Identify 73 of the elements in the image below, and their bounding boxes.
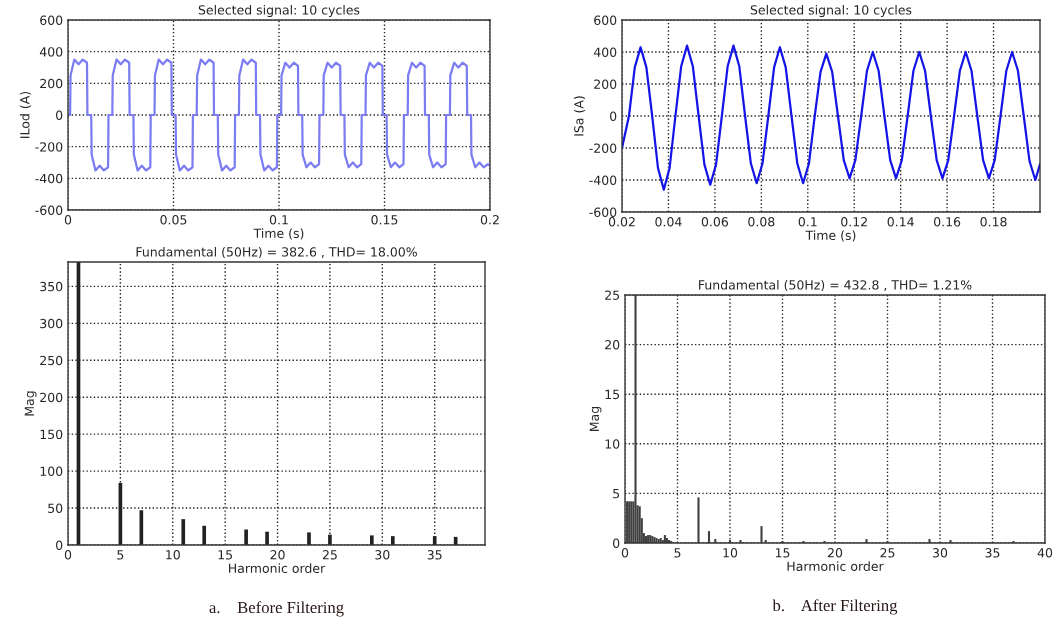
text: b. After Filtering bbox=[772, 599, 898, 615]
y-tick-label: 200 bbox=[40, 78, 63, 89]
y-tick-label: 600 bbox=[594, 15, 617, 25]
x-tick-label: 0.1 bbox=[269, 215, 288, 225]
y-tick-label: -400 bbox=[35, 173, 63, 184]
y-tick-label: 600 bbox=[40, 15, 63, 25]
x-tick-label: 0 bbox=[621, 548, 629, 558]
y-tick-label: 400 bbox=[593, 47, 617, 57]
x-tick-label: 0.2 bbox=[480, 215, 499, 225]
x-tick-label: 0.16 bbox=[934, 217, 961, 227]
y-tick-label: -400 bbox=[589, 175, 617, 185]
y-axis-title: ISa (A) bbox=[573, 96, 586, 136]
y-tick-label: 0 bbox=[610, 111, 617, 121]
x-tick-label: 20 bbox=[827, 548, 843, 558]
text: a. Before Filtering bbox=[209, 601, 344, 617]
x-axis-title: Time (s) bbox=[253, 228, 304, 240]
y-tick-label: -200 bbox=[589, 143, 617, 153]
x-tick-label: 25 bbox=[322, 550, 337, 560]
x-tick-label: 0.08 bbox=[748, 217, 775, 227]
y-tick-label: -600 bbox=[35, 205, 63, 215]
x-tick-label: 10 bbox=[166, 550, 180, 560]
x-axis-title: Harmonic order bbox=[229, 563, 326, 574]
y-tick-label: 100 bbox=[40, 466, 63, 477]
x-axis-title: Time (s) bbox=[805, 230, 856, 242]
x-tick-label: 0.14 bbox=[887, 217, 914, 227]
y-tick-label: 5 bbox=[613, 489, 620, 499]
y-tick-label: 150 bbox=[40, 429, 63, 440]
chart-title: Fundamental (50Hz) = 382.6 , THD= 18.00% bbox=[136, 246, 417, 259]
x-tick-label: 0.02 bbox=[608, 217, 635, 227]
x-tick-label: 0.12 bbox=[841, 217, 867, 227]
y-tick-label: 300 bbox=[40, 318, 63, 329]
y-axis-title: Mag bbox=[589, 406, 602, 431]
x-tick-label: 10 bbox=[723, 548, 738, 558]
x-tick-label: 0.06 bbox=[701, 217, 729, 227]
x-tick-label: 5 bbox=[674, 548, 681, 558]
x-tick-label: 15 bbox=[218, 550, 233, 560]
x-tick-label: 0.15 bbox=[371, 215, 398, 225]
y-tick-label: 25 bbox=[605, 290, 620, 300]
y-tick-label: 10 bbox=[605, 439, 620, 449]
y-tick-label: 15 bbox=[605, 389, 620, 400]
chart-title: Selected signal: 10 cycles bbox=[750, 4, 912, 18]
y-tick-label: 20 bbox=[605, 340, 620, 350]
y-tick-label: 50 bbox=[48, 503, 63, 513]
x-tick-label: 25 bbox=[880, 548, 895, 558]
x-tick-label: 35 bbox=[427, 550, 442, 560]
y-tick-label: -600 bbox=[589, 207, 617, 217]
y-tick-label: 350 bbox=[40, 281, 63, 292]
y-tick-label: 200 bbox=[40, 392, 63, 403]
y-tick-label: 250 bbox=[40, 355, 63, 366]
y-tick-label: 0 bbox=[56, 540, 63, 550]
x-tick-label: 0.1 bbox=[798, 217, 817, 227]
y-tick-label: -200 bbox=[35, 142, 63, 152]
x-tick-label: 30 bbox=[375, 550, 390, 560]
y-tick-label: 400 bbox=[39, 47, 63, 57]
x-tick-label: 30 bbox=[933, 548, 948, 558]
y-axis-title: ILod (A) bbox=[19, 91, 32, 138]
x-tick-label: 0.18 bbox=[980, 217, 1007, 227]
x-tick-label: 0.05 bbox=[160, 215, 187, 225]
x-tick-label: 35 bbox=[985, 548, 1000, 558]
y-tick-label: 0 bbox=[613, 538, 620, 548]
x-tick-label: 40 bbox=[1037, 548, 1053, 558]
x-tick-label: 5 bbox=[117, 550, 124, 560]
x-axis-title: Harmonic order bbox=[787, 561, 884, 572]
y-axis-title: Mag bbox=[24, 391, 37, 416]
x-tick-label: 0.04 bbox=[655, 217, 682, 227]
x-tick-label: 15 bbox=[775, 548, 790, 558]
x-tick-label: 20 bbox=[270, 550, 285, 560]
x-tick-label: 0 bbox=[64, 550, 72, 560]
chart-title: Fundamental (50Hz) = 432.8 , THD= 1.21% bbox=[699, 279, 972, 292]
y-tick-label: 0 bbox=[56, 110, 63, 120]
y-tick-label: 200 bbox=[594, 79, 617, 89]
chart-title: Selected signal: 10 cycles bbox=[198, 4, 360, 18]
x-tick-label: 0 bbox=[64, 215, 72, 225]
